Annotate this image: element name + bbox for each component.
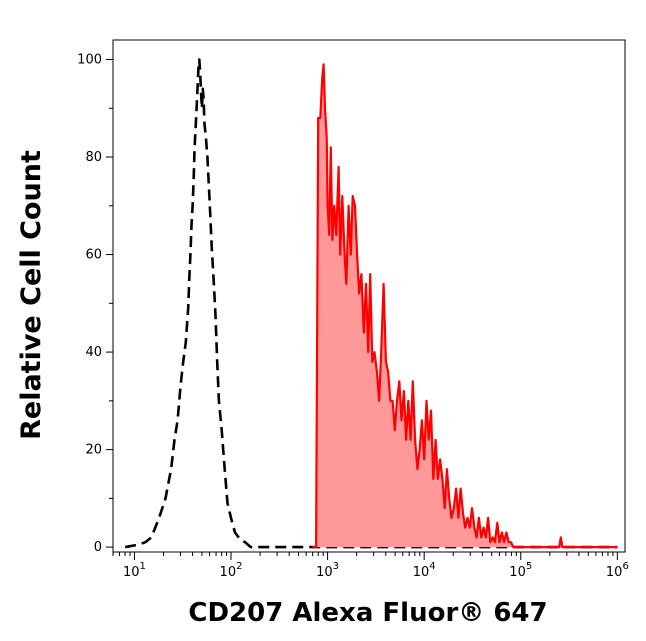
x-tick-exponent: 1 [140, 561, 146, 572]
x-tick-base: 10 [123, 565, 140, 580]
series-layer [124, 58, 618, 549]
sample-histogram-fill [312, 64, 618, 548]
x-tick-base: 10 [413, 565, 430, 580]
x-tick-label: 106 [606, 561, 629, 580]
x-tick-label: 103 [316, 561, 339, 580]
x-tick-label: 105 [509, 561, 532, 580]
sample-histogram-line [312, 63, 618, 549]
x-tick-label: 102 [220, 561, 243, 580]
x-tick-exponent: 5 [526, 561, 532, 572]
y-tick-label: 80 [85, 150, 102, 165]
y-tick-label: 40 [85, 345, 102, 360]
x-tick-exponent: 2 [236, 561, 242, 572]
x-tick-exponent: 4 [429, 561, 435, 572]
y-axis-title: Relative Cell Count [16, 150, 47, 440]
x-tick-base: 10 [316, 565, 333, 580]
x-axis-title: CD207 Alexa Fluor® 647 [188, 598, 547, 628]
plot-frame [112, 39, 626, 553]
y-tick-label: 0 [94, 540, 102, 555]
x-tick-label: 104 [413, 561, 436, 580]
x-tick-label: 101 [123, 561, 146, 580]
y-axis: 0 20 40 60 80 100 [77, 53, 113, 555]
y-tick-label: 100 [77, 53, 102, 68]
x-tick-exponent: 3 [333, 561, 339, 572]
y-tick-label: 60 [85, 248, 102, 263]
x-tick-exponent: 6 [622, 561, 628, 572]
x-axis: 101 102 103 104 105 106 [112, 552, 629, 580]
x-tick-base: 10 [509, 565, 526, 580]
y-tick-label: 20 [85, 443, 102, 458]
x-tick-base: 10 [606, 565, 623, 580]
x-tick-base: 10 [220, 565, 237, 580]
control-histogram-line [124, 58, 618, 549]
plot-border [112, 39, 626, 553]
